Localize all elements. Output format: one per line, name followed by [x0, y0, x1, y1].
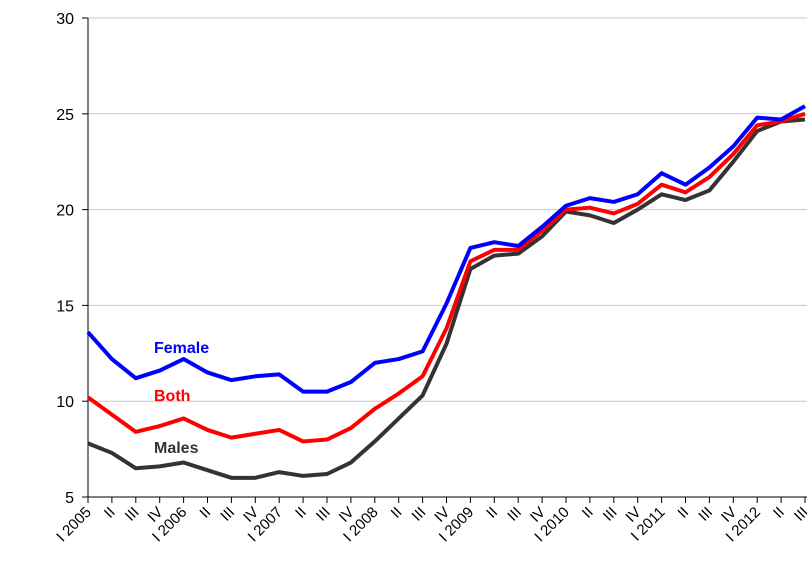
y-tick-label: 10: [56, 394, 74, 411]
x-tick-label: III: [409, 504, 430, 525]
y-tick-label: 20: [56, 203, 74, 220]
x-tick-label: III: [313, 504, 334, 525]
x-tick-label: III: [791, 504, 807, 525]
x-tick-label: II: [770, 504, 788, 522]
x-tick-label: II: [579, 504, 597, 522]
y-tick-label: 30: [56, 11, 74, 28]
x-tick-label: III: [504, 504, 525, 525]
x-tick-label: I 2005: [53, 504, 95, 546]
x-tick-label: II: [388, 504, 406, 522]
series-line: [87, 117, 806, 480]
x-tick-label: II: [101, 504, 119, 522]
series-label: Female: [154, 340, 209, 357]
y-tick-label: 5: [65, 490, 74, 507]
series-line: [86, 111, 806, 444]
x-tick-label: II: [292, 504, 310, 522]
x-tick-label: III: [122, 504, 143, 525]
series-label: Both: [154, 388, 190, 405]
x-tick-label: II: [196, 504, 214, 522]
x-tick-label: III: [217, 504, 238, 525]
series-label: Males: [154, 440, 199, 457]
x-tick-label: III: [600, 504, 621, 525]
y-tick-label: 15: [56, 298, 74, 315]
x-tick-label: II: [674, 504, 692, 522]
y-tick-label: 25: [56, 107, 74, 124]
x-tick-label: II: [483, 504, 501, 522]
x-tick-label: III: [695, 504, 716, 525]
series-line: [86, 104, 806, 394]
